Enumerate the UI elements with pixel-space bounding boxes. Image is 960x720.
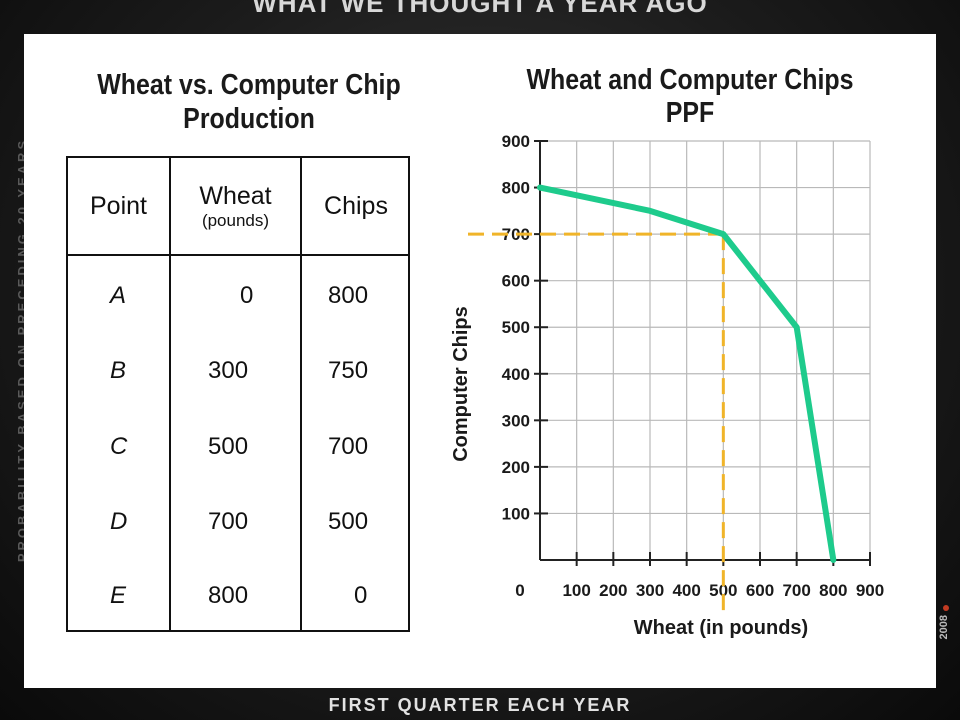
table-title-line2: Production (183, 103, 315, 135)
y-tick-label: 800 (502, 179, 530, 198)
y-tick-label: 500 (502, 318, 530, 337)
ppf-chart: 100 200 300 400 500 600 700 800 900 100 200 300 400 5… (450, 132, 885, 639)
y-tick-label: 200 (502, 458, 530, 477)
y-tick-label: 600 (502, 272, 530, 291)
y-tick-label: 100 (502, 504, 530, 523)
row-b-point: B (110, 357, 127, 384)
bottom-caption: FIRST QUARTER EACH YEAR (328, 695, 632, 715)
x-tick-label: 600 (746, 581, 774, 600)
row-c-wheat: 500 (208, 433, 249, 460)
y-tick-label: 700 (502, 225, 530, 244)
ppf-point (539, 187, 541, 189)
y-tick-label: 900 (502, 132, 530, 151)
top-banner: WHAT WE THOUGHT A YEAR AGO (0, 0, 960, 34)
production-table: Point Wheat (pounds) Chips A 0 800 B 300… (66, 156, 410, 632)
header-wheat-unit: (pounds) (201, 210, 270, 230)
row-e-point: E (110, 582, 127, 609)
row-b-chips: 750 (328, 357, 369, 384)
x-tick-label: 500 (709, 581, 737, 600)
row-c-point: C (110, 433, 128, 460)
row-e-wheat: 800 (208, 582, 249, 609)
chart-ticks: 100 200 300 400 500 600 700 800 900 100 200 300 400 5… (502, 132, 885, 600)
row-c-chips: 700 (328, 433, 369, 460)
x-tick-label: 800 (819, 581, 847, 600)
chart-series (537, 184, 837, 563)
chart-title: Wheat and Computer Chips PPF (526, 64, 854, 129)
row-a-point: A (110, 282, 127, 309)
x-tick-label: 900 (856, 581, 884, 600)
ppf-point (832, 559, 834, 561)
row-d-wheat: 700 (208, 508, 249, 535)
header-wheat: Wheat (pounds) (171, 158, 300, 254)
x-tick-label: 400 (672, 581, 700, 600)
header-chips: Chips (302, 158, 410, 254)
header-chips-label: Chips (324, 191, 388, 220)
x-tick-label: 200 (599, 581, 627, 600)
table-title-line1: Wheat vs. Computer Chip (97, 69, 401, 101)
origin-label: 0 (515, 581, 524, 600)
header-wheat-label: Wheat (199, 181, 272, 210)
y-axis-label: Computer Chips (450, 306, 472, 462)
y-tick-label: 400 (502, 365, 530, 384)
x-tick-label: 100 (562, 581, 590, 600)
year-mark: 2008 (938, 605, 954, 685)
row-d-point: D (110, 508, 128, 535)
reference-lines (468, 232, 725, 614)
row-b-wheat: 300 (208, 357, 249, 384)
row-e-chips: 0 (354, 582, 368, 609)
header-point: Point (68, 158, 169, 254)
y-tick-label: 300 (502, 411, 530, 430)
table-header-divider (68, 254, 408, 256)
table-divider (169, 158, 171, 630)
slide: Wheat vs. Computer Chip Production Point… (24, 34, 936, 688)
ppf-point (649, 210, 651, 212)
table-title: Wheat vs. Computer Chip Production (90, 68, 408, 136)
row-a-chips: 800 (328, 282, 369, 309)
table-divider (300, 158, 302, 630)
row-d-chips: 500 (328, 508, 369, 535)
x-tick-label: 300 (636, 581, 664, 600)
x-axis-label: Wheat (in pounds) (634, 617, 808, 639)
ppf-point (796, 326, 798, 328)
year-text: 2008 (938, 615, 950, 640)
header-point-label: Point (90, 191, 147, 220)
x-tick-label: 700 (782, 581, 810, 600)
top-banner-text: WHAT WE THOUGHT A YEAR AGO (252, 0, 708, 18)
red-dot-icon (943, 605, 949, 611)
ppf-point (722, 233, 724, 235)
row-a-wheat: 0 (240, 282, 254, 309)
